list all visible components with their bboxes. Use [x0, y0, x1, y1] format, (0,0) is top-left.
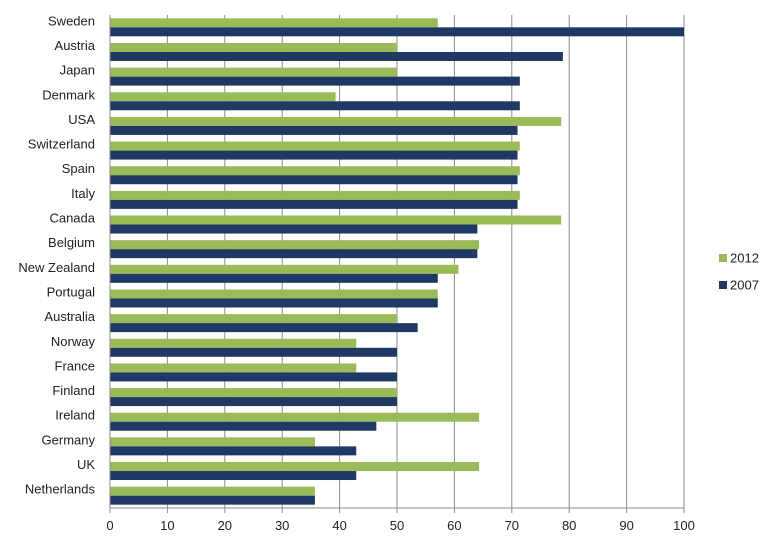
x-tick-label: 80: [562, 518, 576, 533]
bar-2012-ireland: [110, 412, 480, 422]
bar-2007-ireland: [110, 421, 377, 431]
bar-2012-switzerland: [110, 141, 520, 151]
legend-swatch-2007: [719, 281, 727, 289]
bar-2007-norway: [110, 347, 397, 357]
legend-swatch-2012: [719, 254, 727, 262]
bar-2012-finland: [110, 388, 397, 398]
bar-2007-japan: [110, 76, 520, 86]
bar-2012-uk: [110, 462, 480, 472]
bar-2007-netherlands: [110, 495, 315, 505]
bar-2012-australia: [110, 314, 397, 324]
bar-2007-switzerland: [110, 150, 518, 160]
bar-2007-new-zealand: [110, 273, 438, 283]
category-label: France: [55, 358, 95, 373]
x-tick-label: 30: [275, 518, 289, 533]
bar-2007-canada: [110, 224, 478, 234]
bar-2012-austria: [110, 42, 397, 52]
category-label: UK: [77, 457, 95, 472]
bar-2007-sweden: [110, 27, 684, 37]
bar-2012-denmark: [110, 92, 336, 102]
bar-2012-portugal: [110, 289, 438, 299]
bar-2012-canada: [110, 215, 562, 225]
bar-2012-japan: [110, 67, 397, 77]
x-tick-label: 10: [160, 518, 174, 533]
gridlines: [166, 15, 685, 508]
x-tick-label: 40: [332, 518, 346, 533]
x-tick-label: 60: [447, 518, 461, 533]
bar-2007-portugal: [110, 298, 438, 308]
bar-2012-new-zealand: [110, 264, 459, 274]
category-label: Canada: [49, 211, 95, 226]
category-label: New Zealand: [18, 260, 95, 275]
bar-2012-germany: [110, 437, 315, 447]
bar-2007-italy: [110, 199, 518, 209]
category-labels: Sweden Austria Japan Denmark USA Switzerland S…: [18, 13, 95, 496]
bar-2012-netherlands: [110, 486, 315, 496]
bar-2007-spain: [110, 175, 518, 185]
x-tick-label: 70: [505, 518, 519, 533]
bars: [110, 18, 684, 505]
category-label: Ireland: [55, 408, 95, 423]
category-label: Netherlands: [25, 482, 96, 497]
category-label: Spain: [62, 161, 95, 176]
x-tick-label: 0: [106, 518, 113, 533]
category-label: Norway: [51, 334, 96, 349]
bar-2007-austria: [110, 51, 563, 61]
category-label: Japan: [60, 63, 95, 78]
bar-2012-usa: [110, 116, 562, 126]
bar-2007-belgium: [110, 249, 478, 259]
legend-label-2007: 2007: [730, 278, 759, 293]
bar-2012-sweden: [110, 18, 438, 28]
bar-2007-france: [110, 372, 397, 382]
axes: [109, 15, 685, 513]
x-tick-label: 90: [619, 518, 633, 533]
x-tick-labels: 0 10 20 30 40 50 60 70 80 90 100: [106, 518, 694, 533]
bar-2007-australia: [110, 323, 418, 333]
category-label: Denmark: [42, 87, 95, 102]
category-label: Sweden: [48, 13, 95, 28]
bar-2012-norway: [110, 338, 357, 348]
legend: 2012 2007: [719, 251, 759, 293]
category-label: Italy: [71, 186, 95, 201]
legend-label-2012: 2012: [730, 251, 759, 266]
category-label: Portugal: [47, 284, 96, 299]
bar-2007-finland: [110, 397, 397, 407]
bar-2012-belgium: [110, 240, 480, 250]
category-label: USA: [68, 112, 95, 127]
category-label: Finland: [52, 383, 95, 398]
bar-2012-spain: [110, 166, 520, 176]
category-label: Switzerland: [28, 137, 95, 152]
bar-2007-denmark: [110, 101, 520, 111]
x-tick-label: 20: [218, 518, 232, 533]
category-label: Austria: [55, 38, 96, 53]
bar-2012-france: [110, 363, 357, 373]
bar-2007-usa: [110, 125, 518, 135]
category-label: Australia: [44, 309, 95, 324]
bar-2007-germany: [110, 446, 357, 456]
category-label: Germany: [42, 432, 96, 447]
category-label: Belgium: [48, 235, 95, 250]
x-tick-label: 100: [673, 518, 695, 533]
bar-2012-italy: [110, 190, 520, 200]
bar-2007-uk: [110, 471, 357, 481]
x-tick-label: 50: [390, 518, 404, 533]
